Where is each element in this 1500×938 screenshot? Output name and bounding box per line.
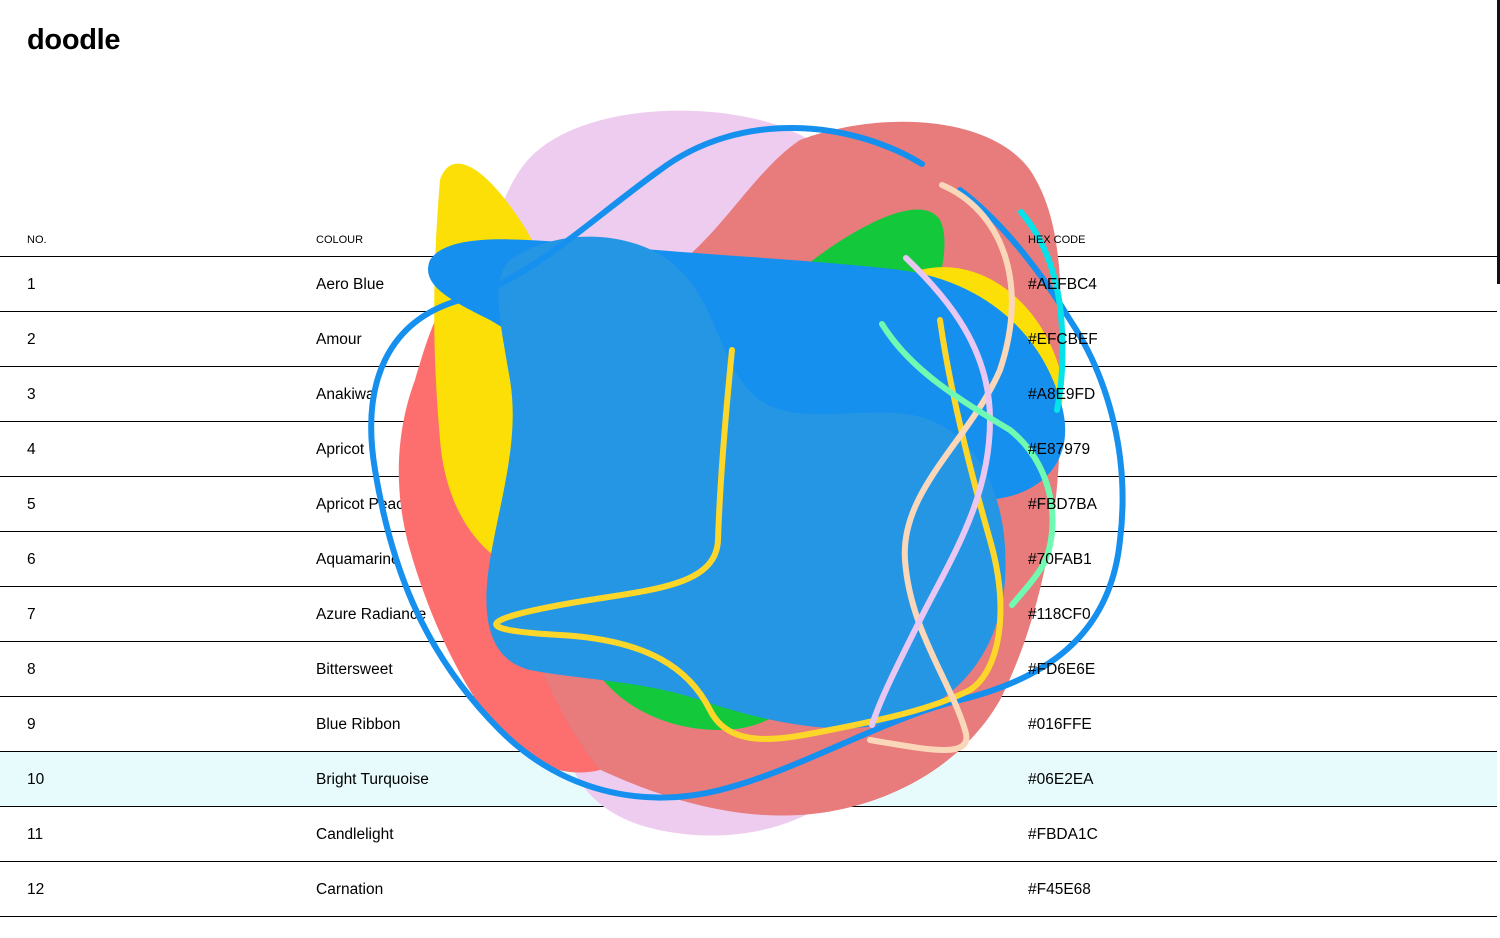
colour-name: Azure Radiance [316, 606, 427, 623]
row-number: 10 [27, 771, 45, 788]
table-row[interactable]: 6 Aquamarine [0, 532, 1497, 587]
app-title: doodle [27, 24, 121, 56]
row-number: 12 [27, 881, 45, 898]
row-number: 7 [27, 606, 36, 623]
table-row[interactable]: 11 Candlelight [0, 807, 1497, 862]
colour-name: Apricot [316, 441, 365, 458]
table-row[interactable]: 12 Carnation [0, 862, 1497, 917]
colour-name: Aquamarine [316, 551, 400, 568]
row-number: 4 [27, 441, 36, 458]
table-row[interactable]: 7 Azure Radiance [0, 587, 1497, 642]
colour-name: Anakiwa [316, 386, 375, 403]
table-row-highlighted[interactable]: 10 Bright Turquoise [0, 752, 1497, 807]
row-number: 9 [27, 716, 36, 733]
table-row[interactable]: 9 Blue Ribbon [0, 697, 1497, 752]
colour-name: Carnation [316, 881, 384, 898]
column-header-number: NO. [27, 234, 47, 246]
colour-table: NO. COLOUR 1 Aero Blue 2 Amour 3 Anakiwa… [0, 226, 1497, 917]
table-header: NO. COLOUR [0, 226, 1497, 257]
table-row[interactable]: 1 Aero Blue [0, 257, 1497, 312]
column-header-colour: COLOUR [316, 234, 364, 246]
row-number: 1 [27, 276, 36, 293]
colour-name: Blue Ribbon [316, 716, 401, 733]
colour-name: Apricot Peach [316, 496, 413, 513]
table-row[interactable]: 3 Anakiwa [0, 367, 1497, 422]
table-row[interactable]: 8 Bittersweet [0, 642, 1497, 697]
row-number: 5 [27, 496, 36, 513]
colour-name: Bittersweet [316, 661, 393, 678]
colour-name: Amour [316, 331, 362, 348]
row-number: 3 [27, 386, 36, 403]
table-row[interactable]: 2 Amour [0, 312, 1497, 367]
row-number: 6 [27, 551, 36, 568]
colour-name: Bright Turquoise [316, 771, 429, 788]
colour-name: Candlelight [316, 826, 394, 843]
table-row[interactable]: 4 Apricot [0, 422, 1497, 477]
scrollbar[interactable] [1497, 0, 1500, 284]
colour-name: Aero Blue [316, 276, 385, 293]
row-number: 2 [27, 331, 36, 348]
row-number: 11 [27, 826, 44, 843]
table-row[interactable]: 5 Apricot Peach [0, 477, 1497, 532]
row-number: 8 [27, 661, 36, 678]
